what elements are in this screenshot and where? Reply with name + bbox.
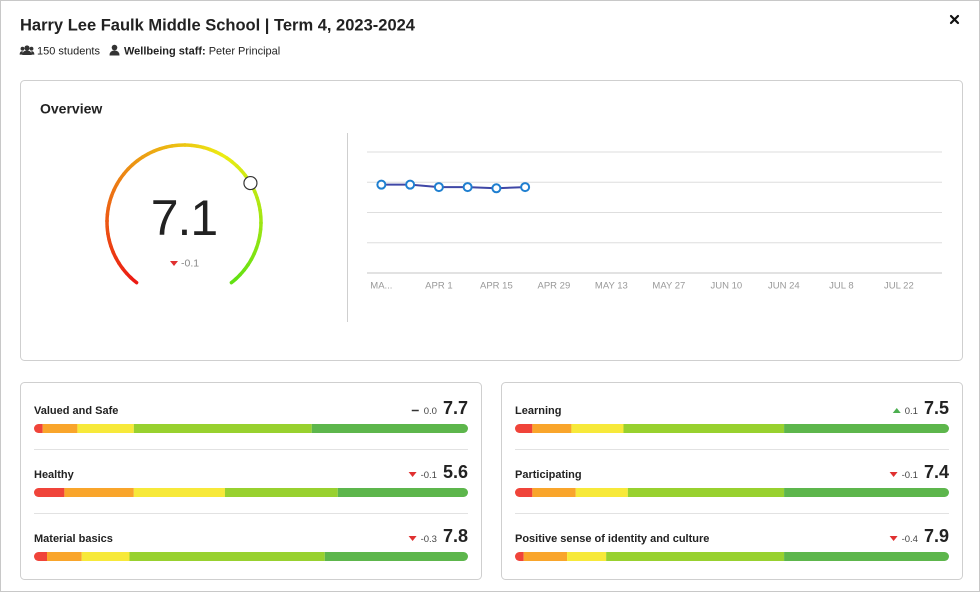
change-down-icon	[408, 472, 417, 477]
distribution-bar	[34, 488, 468, 497]
x-tick-label: APR 1	[425, 281, 452, 292]
distribution-segment	[311, 424, 468, 433]
distribution-segment	[129, 552, 325, 561]
distribution-segment	[575, 488, 628, 497]
change-down-icon	[170, 261, 178, 266]
distribution-segment	[784, 488, 949, 497]
domain-score: 7.4	[924, 462, 949, 482]
staff-label: Wellbeing staff:	[124, 45, 206, 57]
distribution-segment	[784, 552, 949, 561]
overview-card	[20, 80, 963, 361]
distribution-segment	[133, 488, 225, 497]
distribution-segment	[34, 552, 48, 561]
domain-name: Learning	[515, 405, 561, 417]
domain-score: 5.6	[443, 462, 468, 482]
distribution-segment	[571, 424, 624, 433]
distribution-bar	[34, 552, 468, 561]
line-point	[376, 179, 387, 190]
distribution-segment	[627, 488, 785, 497]
domain-name: Valued and Safe	[34, 405, 118, 417]
gauge-marker	[243, 175, 258, 191]
change-up-icon	[892, 408, 901, 413]
change-down-icon	[408, 536, 417, 541]
domain-change: -0.1	[902, 470, 918, 481]
x-tick-label: JUN 24	[768, 281, 800, 292]
modal-title: Harry Lee Faulk Middle School | Term 4, …	[20, 16, 416, 34]
gauge	[105, 143, 263, 285]
x-tick-label: JUL 22	[884, 281, 914, 292]
x-tick-label: MA...	[370, 281, 392, 292]
distribution-bar	[34, 424, 468, 433]
distribution-segment	[47, 552, 82, 561]
domain-change: -0.4	[902, 534, 918, 545]
x-tick-label: APR 15	[480, 281, 513, 292]
domain-name: Positive sense of identity and culture	[515, 533, 709, 545]
distribution-segment	[81, 552, 130, 561]
domain-change: -0.3	[421, 534, 437, 545]
distribution-segment	[623, 424, 785, 433]
domain-name: Healthy	[34, 469, 75, 481]
x-tick-label: JUL 8	[829, 281, 853, 292]
staff-name: Peter Principal	[209, 45, 281, 57]
line-point	[491, 183, 502, 194]
distribution-segment	[42, 424, 78, 433]
line-point	[433, 182, 444, 193]
distribution-segment	[64, 488, 134, 497]
distribution-segment	[532, 488, 576, 497]
domain-card	[501, 382, 963, 580]
gauge-arc	[229, 276, 239, 285]
students-icon	[19, 45, 35, 55]
distribution-segment	[515, 552, 524, 561]
domain-score: 7.9	[924, 526, 949, 546]
domain-score: 7.7	[443, 398, 468, 418]
domain-change: -0.1	[421, 470, 437, 481]
distribution-segment	[606, 552, 785, 561]
line-point	[462, 182, 473, 193]
line-point	[520, 182, 531, 193]
distribution-segment	[77, 424, 134, 433]
distribution-segment	[133, 424, 312, 433]
line-point	[405, 179, 416, 190]
overview-title: Overview	[40, 101, 102, 117]
change-down-icon	[889, 472, 898, 477]
distribution-segment	[515, 424, 533, 433]
domain-score: 7.5	[924, 398, 949, 418]
close-button[interactable]	[949, 14, 960, 25]
domain-name: Material basics	[34, 533, 113, 545]
distribution-segment	[337, 488, 468, 497]
domain-change: 0.1	[905, 406, 918, 417]
overview-score: 7.1	[151, 190, 218, 246]
domain-name: Participating	[515, 469, 582, 481]
distribution-segment	[224, 488, 338, 497]
distribution-segment	[567, 552, 607, 561]
distribution-segment	[34, 424, 43, 433]
domain-score: 7.8	[443, 526, 468, 546]
overview-change: -0.1	[181, 257, 199, 269]
staff-icon	[109, 44, 120, 56]
distribution-segment	[515, 488, 533, 497]
students-count: 150 students	[37, 45, 100, 57]
distribution-segment	[324, 552, 468, 561]
x-tick-label: MAY 27	[652, 281, 685, 292]
distribution-segment	[532, 424, 572, 433]
change-down-icon	[889, 536, 898, 541]
x-tick-label: APR 29	[538, 281, 571, 292]
x-tick-label: MAY 13	[595, 281, 628, 292]
distribution-bar	[515, 424, 949, 433]
x-tick-label: JUN 10	[711, 281, 743, 292]
distribution-segment	[523, 552, 568, 561]
distribution-bar	[515, 552, 949, 561]
distribution-bar	[515, 488, 949, 497]
distribution-segment	[784, 424, 949, 433]
distribution-segment	[34, 488, 65, 497]
domain-change: 0.0	[424, 406, 437, 417]
